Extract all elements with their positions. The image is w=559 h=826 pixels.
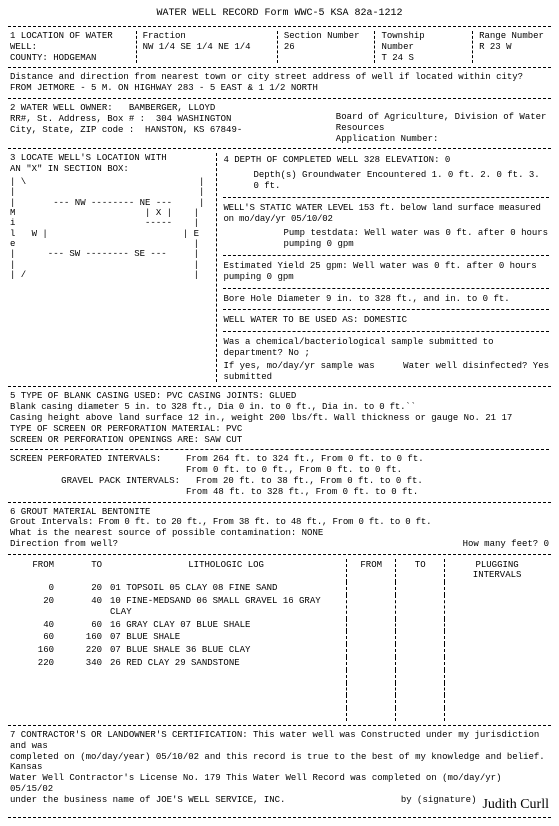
lith-h-from: FROM (10, 559, 58, 583)
perf1: From 264 ft. to 324 ft., From 0 ft. to 0… (186, 454, 424, 465)
county: HODGEMAN (53, 53, 96, 63)
section-1b: Distance and direction from nearest town… (8, 67, 551, 98)
s7-l3: Water Well Contractor's License No. 179 … (10, 773, 549, 795)
addr: 304 WASHINGTON (156, 114, 232, 124)
appnum: Application Number: (336, 134, 549, 145)
s5-l4: SCREEN OR PERFORATION OPENINGS ARE: SAW … (10, 435, 549, 446)
city-label: City, State, ZIP code : (10, 125, 134, 135)
fraction-label: Fraction (143, 31, 265, 42)
grav-h: GRAVEL PACK INTERVALS: (10, 476, 190, 487)
pump-line: Pump testdata: Well water was 0 ft. afte… (223, 226, 549, 252)
s6-l2: What is the nearest source of possible c… (10, 528, 549, 539)
lith-section: FROM TO LITHOLOGIC LOG FROM TO PLUGGING … (8, 554, 551, 725)
s6-l1: Grout Intervals: From 0 ft. to 20 ft., F… (10, 517, 549, 528)
s6-l3b: How many feet? 0 (463, 539, 549, 550)
s7-l4b: by (signature) (401, 795, 477, 812)
lith-h-pfrom: FROM (347, 559, 396, 583)
s1-heading: 1 LOCATION OF WATER WELL: (10, 31, 124, 53)
dist-label: Distance and direction from nearest town… (10, 72, 549, 83)
s5-l2: Casing height above land surface 12 in.,… (10, 413, 549, 424)
static-line: WELL'S STATIC WATER LEVEL 153 ft. below … (223, 201, 549, 227)
chem1: Was a chemical/bacteriological sample su… (223, 335, 549, 361)
section-6: 6 GROUT MATERIAL BENTONITE Grout Interva… (8, 502, 551, 554)
use-line: WELL WATER TO BE USED AS: DOMESTIC (223, 313, 549, 328)
yield-line: Estimated Yield 25 gpm: Well water was 0… (223, 259, 549, 285)
city: HANSTON, KS 67849- (145, 125, 242, 135)
section-label: Section Number (284, 31, 363, 42)
depth-line: 4 DEPTH OF COMPLETED WELL 328 ELEVATION:… (223, 153, 549, 168)
s6-heading: 6 GROUT MATERIAL BENTONITE (10, 507, 549, 518)
perf-h: SCREEN PERFORATED INTERVALS: (10, 454, 180, 465)
owner-name: BAMBERGER, LLOYD (129, 103, 215, 113)
table-row: 406016 GRAY CLAY 07 BLUE SHALE (10, 619, 549, 632)
lith-h-pto: TO (396, 559, 445, 583)
fraction: NW 1/4 SE 1/4 NE 1/4 (143, 42, 265, 53)
section: 26 (284, 42, 363, 53)
section-2: 2 WATER WELL OWNER: BAMBERGER, LLOYD RR#… (8, 98, 551, 148)
s5-l3: TYPE OF SCREEN OR PERFORATION MATERIAL: … (10, 424, 549, 435)
signature: Judith Curll (482, 797, 549, 814)
table-row: 16022007 BLUE SHALE 36 BLUE CLAY (10, 644, 549, 657)
table-row: 6016007 BLUE SHALE (10, 631, 549, 644)
lith-h-to: TO (58, 559, 106, 583)
county-label: COUNTY: (10, 53, 48, 63)
range: R 23 W (479, 42, 549, 53)
addr-label: RR#, St. Address, Box # : (10, 114, 145, 124)
s5-heading: 5 TYPE OF BLANK CASING USED: PVC CASING … (10, 391, 549, 402)
range-label: Range Number (479, 31, 549, 42)
board: Board of Agriculture, Division of Water … (336, 112, 549, 134)
grav1: From 20 ft. to 38 ft., From 0 ft. to 0 f… (196, 476, 423, 487)
s3-heading2: AN "X" IN SECTION BOX: (10, 164, 204, 175)
s7-l2: completed on (mo/day/year) 05/10/02 and … (10, 752, 549, 774)
section-3-4: 3 LOCATE WELL'S LOCATION WITH AN "X" IN … (8, 148, 551, 386)
bore-line: Bore Hole Diameter 9 in. to 328 ft., and… (223, 292, 549, 307)
lith-table: FROM TO LITHOLOGIC LOG FROM TO PLUGGING … (10, 559, 549, 721)
s7-l1: 7 CONTRACTOR'S OR LANDOWNER'S CERTIFICAT… (10, 730, 549, 752)
form-title: WATER WELL RECORD Form WWC-5 KSA 82a-121… (8, 8, 551, 20)
table-row: 204010 FINE-MEDSAND 06 SMALL GRAVEL 16 G… (10, 595, 549, 619)
table-row: 02001 TOPSOIL 05 CLAY 08 FINE SAND (10, 582, 549, 595)
s3-heading: 3 LOCATE WELL'S LOCATION WITH (10, 153, 204, 164)
s5-l1: Blank casing diameter 5 in. to 328 ft., … (10, 402, 549, 413)
township: T 24 S (381, 53, 460, 64)
s6-l3a: Direction from well? (10, 539, 457, 550)
section-grid: | \ | | | | --- NW -------- NE --- | M |… (10, 177, 204, 280)
lith-h-log: LITHOLOGIC LOG (106, 559, 347, 583)
disinf: Water well disinfected? Yes (403, 361, 549, 383)
chem2: If yes, mo/day/yr sample was submitted (223, 361, 397, 383)
s2-heading: 2 WATER WELL OWNER: (10, 103, 113, 113)
grav2: From 48 ft. to 328 ft., From 0 ft. to 0 … (186, 487, 418, 498)
s7-l4a: under the business name of JOE'S WELL SE… (10, 795, 395, 812)
dist: FROM JETMORE - 5 M. ON HIGHWAY 283 - 5 E… (10, 83, 549, 94)
table-row: 22034026 RED CLAY 29 SANDSTONE (10, 657, 549, 670)
gw-line: Depth(s) Groundwater Encountered 1. 0 ft… (223, 168, 549, 194)
lith-h-plug: PLUGGING INTERVALS (445, 559, 549, 583)
section-1: 1 LOCATION OF WATER WELL: COUNTY: HODGEM… (8, 26, 551, 67)
township-label: Township Number (381, 31, 460, 53)
section-5: 5 TYPE OF BLANK CASING USED: PVC CASING … (8, 386, 551, 501)
perf2: From 0 ft. to 0 ft., From 0 ft. to 0 ft. (186, 465, 402, 476)
